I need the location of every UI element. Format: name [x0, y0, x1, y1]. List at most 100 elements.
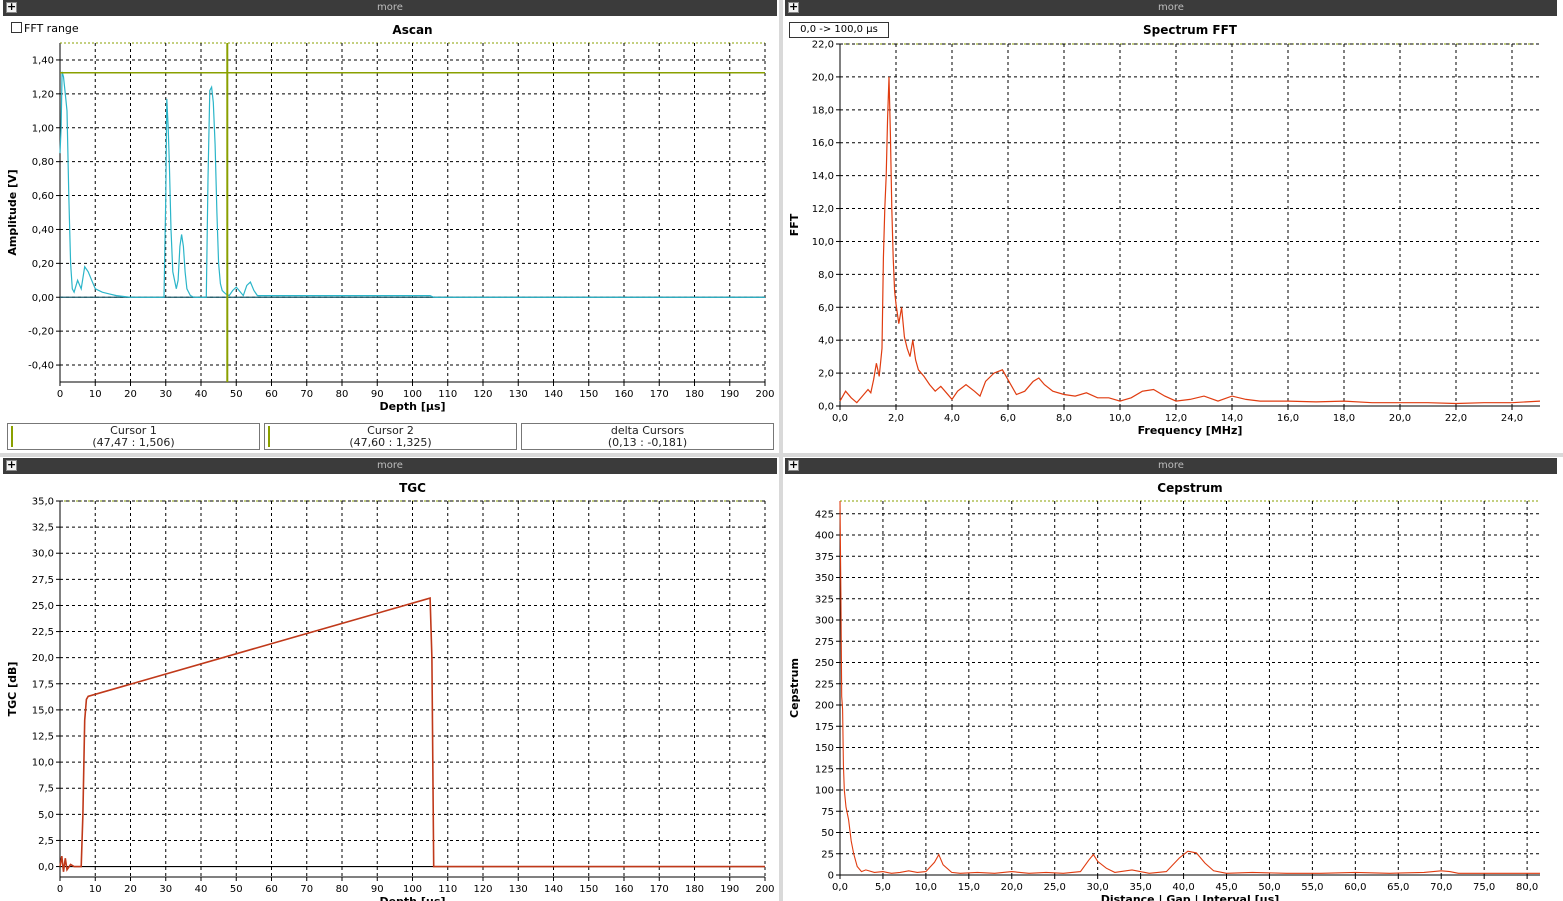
y-tick-label: 15,0 — [32, 705, 54, 716]
x-tick-label: 75,0 — [1473, 882, 1495, 893]
cepstrum-chart[interactable]: Cepstrum 0,0 5,0 10,0 15,0 20,0 25,0 30,0 35,0 40… — [785, 474, 1557, 901]
y-tick-label: 27,5 — [32, 575, 54, 586]
x-tick-label: 45,0 — [1215, 882, 1237, 893]
x-tick-label: 25,0 — [1044, 882, 1066, 893]
y-tick-label: 8,0 — [818, 270, 834, 281]
y-tick-label: 32,5 — [32, 523, 54, 534]
x-tick-label: 20,0 — [1389, 413, 1411, 424]
cepstrum-more-bar[interactable]: + more — [785, 458, 1557, 474]
y-tick-label: 14,0 — [812, 171, 834, 182]
cursor2-color-mark — [268, 426, 270, 447]
x-tick-label: 150 — [579, 389, 598, 400]
x-tick-label: 10 — [89, 389, 102, 400]
series-line — [59, 597, 765, 872]
y-tick-label: 17,5 — [32, 679, 54, 690]
cursor1-color-mark — [11, 426, 13, 447]
y-tick-label: 2,5 — [38, 836, 54, 847]
x-tick-label: 24,0 — [1501, 413, 1523, 424]
y-tick-label: 16,0 — [812, 138, 834, 149]
tgc-panel: + more TGC 0 10 20 30 40 50 60 70 80 90 100 110 120 13… — [3, 458, 777, 901]
tgc-expand-icon[interactable]: + — [6, 458, 17, 471]
cursor1-label: Cursor 1 — [110, 424, 157, 437]
cepstrum-more-label[interactable]: more — [1158, 460, 1184, 471]
x-tick-label: 90 — [371, 389, 384, 400]
y-tick-label: 250 — [815, 658, 834, 669]
x-tick-label: 4,0 — [944, 413, 960, 424]
x-tick-label: 80 — [336, 389, 349, 400]
horizontal-splitter[interactable] — [0, 453, 1563, 457]
tgc-more-label[interactable]: more — [377, 460, 403, 471]
x-tick-label: 35,0 — [1129, 882, 1151, 893]
x-tick-label: 20 — [124, 389, 137, 400]
x-tick-label: 30 — [159, 389, 172, 400]
y-tick-label: 22,5 — [32, 627, 54, 638]
ascan-chart[interactable]: Ascan 0 10 20 30 40 50 60 70 80 90 100 110 120 130 140 1… — [3, 16, 777, 436]
x-tick-label: 50,0 — [1258, 882, 1280, 893]
x-tick-label: 22,0 — [1445, 413, 1467, 424]
cursor2-box[interactable]: Cursor 2 (47,60 : 1,325) — [264, 423, 517, 450]
y-tick-label: 0,20 — [32, 259, 54, 270]
ascan-more-label[interactable]: more — [377, 2, 403, 13]
cepstrum-panel: + more Cepstrum 0,0 5,0 10,0 15,0 20,0 25,0 30,… — [785, 458, 1557, 901]
y-tick-label: 50 — [821, 828, 834, 839]
fft-chart[interactable]: Spectrum FFT 0,0 2,0 4,0 6,0 8,0 10,0 12,0 14,0 1… — [785, 16, 1557, 452]
x-tick-label: 180 — [685, 389, 704, 400]
cursor2-label: Cursor 2 — [367, 424, 414, 437]
x-tick-label: 20,0 — [1001, 882, 1023, 893]
cursor1-value: (47,47 : 1,506) — [92, 436, 175, 449]
x-axis-label: Depth [µs] — [379, 400, 445, 413]
x-tick-label: 130 — [509, 389, 528, 400]
y-tick-label: 7,5 — [38, 784, 54, 795]
x-tick-label: 110 — [438, 389, 457, 400]
x-tick-label: 70 — [300, 389, 313, 400]
fft-range-checkbox[interactable]: FFT range — [11, 22, 79, 35]
delta-cursors-box[interactable]: delta Cursors (0,13 : -0,181) — [521, 423, 774, 450]
fft-more-label[interactable]: more — [1158, 2, 1184, 13]
fft-more-bar[interactable]: + more — [785, 0, 1557, 16]
chart-title: Spectrum FFT — [1143, 23, 1238, 37]
y-tick-label: 5,0 — [38, 810, 54, 821]
y-tick-label: 4,0 — [818, 336, 834, 347]
x-tick-label: 0,0 — [832, 413, 848, 424]
y-tick-label: 0,60 — [32, 191, 54, 202]
tgc-more-bar[interactable]: + more — [3, 458, 777, 474]
x-tick-label: 130 — [509, 884, 528, 895]
y-tick-label: 0,0 — [38, 862, 54, 873]
delta-cursors-value: (0,13 : -0,181) — [607, 436, 688, 449]
x-tick-label: 15,0 — [958, 882, 980, 893]
y-tick-label: 0 — [828, 871, 834, 882]
x-tick-label: 50 — [230, 884, 243, 895]
x-tick-label: 100 — [403, 389, 422, 400]
y-tick-label: -0,20 — [28, 327, 54, 338]
cepstrum-expand-icon[interactable]: + — [788, 458, 799, 471]
cursor1-box[interactable]: Cursor 1 (47,47 : 1,506) — [7, 423, 260, 450]
y-tick-label: 20,0 — [812, 72, 834, 83]
y-tick-label: 25 — [821, 849, 834, 860]
x-tick-label: 180 — [685, 884, 704, 895]
y-tick-label: 75 — [821, 807, 834, 818]
x-tick-label: 55,0 — [1301, 882, 1323, 893]
y-tick-label: 2,0 — [818, 369, 834, 380]
y-tick-label: 0,40 — [32, 225, 54, 236]
x-tick-label: 90 — [371, 884, 384, 895]
x-axis-label: Distance | Gap | Interval [µs] — [1101, 893, 1280, 901]
x-tick-label: 80 — [336, 884, 349, 895]
x-tick-label: 60 — [265, 389, 278, 400]
checkbox-icon[interactable] — [11, 22, 22, 33]
x-tick-label: 200 — [755, 884, 774, 895]
y-tick-label: 22,0 — [812, 40, 834, 51]
vertical-splitter[interactable] — [779, 0, 783, 901]
fft-expand-icon[interactable]: + — [788, 0, 799, 13]
x-tick-label: 60,0 — [1344, 882, 1366, 893]
x-tick-label: 20 — [124, 884, 137, 895]
y-tick-label: 100 — [815, 786, 834, 797]
x-tick-label: 120 — [473, 389, 492, 400]
y-tick-label: 1,40 — [32, 55, 54, 66]
ascan-expand-icon[interactable]: + — [6, 0, 17, 13]
y-tick-label: 300 — [815, 616, 834, 627]
ascan-more-bar[interactable]: + more — [3, 0, 777, 16]
y-axis-label: Amplitude [V] — [6, 169, 19, 255]
tgc-chart[interactable]: TGC 0 10 20 30 40 50 60 70 80 90 100 110 120 130 140 150… — [3, 474, 777, 901]
x-tick-label: 190 — [720, 884, 739, 895]
x-tick-label: 65,0 — [1387, 882, 1409, 893]
